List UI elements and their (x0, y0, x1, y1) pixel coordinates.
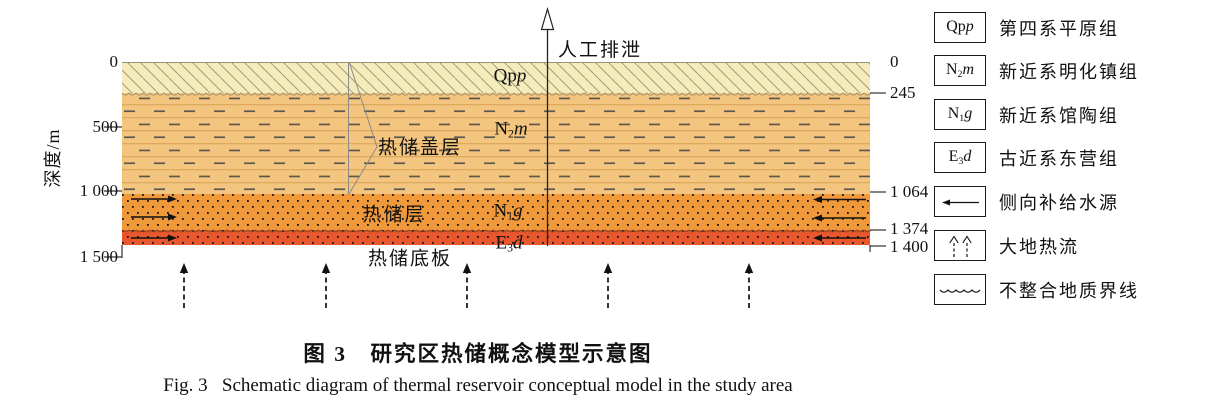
left-tick-0: 0 (109, 52, 119, 71)
left-tick-500: 500 (92, 117, 119, 136)
right-tick-245: 245 (890, 83, 916, 102)
label-e3d: E3d (495, 232, 523, 255)
legend-row-qpp: Qpp 第四系平原组 (934, 12, 1119, 43)
right-axis-ticks (869, 92, 886, 252)
left-arrow-icon (934, 186, 986, 217)
label-artificial-discharge: 人工排泄 (558, 40, 643, 61)
legend-label-heat-flow: 大地热流 (999, 236, 1079, 257)
right-tick-0: 0 (890, 52, 899, 71)
right-tick-1374: 1 374 (890, 219, 929, 238)
lateral-recharge-arrows-right (813, 196, 866, 242)
diagram-canvas (104, 6, 886, 308)
legend-symbol-n2m: N2m (934, 55, 986, 86)
legend-row-e3d: E3d 古近系东营组 (934, 142, 1119, 173)
legend-row-n1g: N1g 新近系馆陶组 (934, 99, 1119, 130)
legend-label-unconformity: 不整合地质界线 (999, 280, 1139, 301)
legend-label-n1g: 新近系馆陶组 (999, 105, 1119, 126)
label-reservoir: 热储层 (362, 204, 426, 226)
right-tick-1064: 1 064 (890, 182, 929, 201)
right-tick-1400: 1 400 (890, 237, 929, 256)
unconformity-boundary-top (121, 92, 872, 96)
legend-symbol-e3d: E3d (934, 142, 986, 173)
left-tick-1500: 1 500 (79, 247, 118, 266)
legend-symbol-qpp: Qpp (934, 12, 986, 43)
left-tick-1000: 1 000 (79, 181, 118, 200)
heat-flow-arrows (179, 263, 754, 308)
layer-e3d-basement (122, 230, 870, 245)
legend-label-e3d: 古近系东营组 (999, 148, 1119, 169)
depth-axis-label: 深度/m (43, 128, 63, 188)
caption-english: Fig. 3 Schematic diagram of thermal rese… (163, 375, 793, 396)
layer-n1g-reservoir (122, 194, 870, 230)
label-n1g: N1g (493, 200, 523, 223)
wavy-line-icon (934, 274, 986, 305)
dashed-up-arrows-icon (934, 230, 986, 261)
layer-qpp-quaternary (122, 62, 870, 93)
legend-row-lateral-recharge: 侧向补给水源 (934, 186, 1119, 217)
label-qpp: Qpp (493, 65, 527, 87)
legend-label-n2m: 新近系明化镇组 (999, 61, 1139, 82)
legend-row-heat-flow: 大地热流 (934, 230, 1079, 261)
label-caprock: 热储盖层 (377, 137, 463, 159)
legend-row-n2m: N2m 新近系明化镇组 (934, 55, 1139, 86)
caprock-profile-curve (348, 62, 378, 195)
lateral-recharge-arrows-left (131, 195, 177, 242)
caption-chinese: 图 3 研究区热储概念模型示意图 (303, 342, 653, 366)
left-axis-ticks (104, 126, 123, 258)
legend-label-qpp: 第四系平原组 (999, 18, 1119, 39)
label-n2m: N2m (494, 118, 528, 141)
unconformity-boundary-bottom (121, 229, 872, 233)
discharge-well-arrow (540, 6, 555, 246)
label-basement: 热储底板 (367, 248, 453, 270)
layer-n2m-caprock (122, 93, 870, 194)
legend-row-unconformity: 不整合地质界线 (934, 274, 1139, 305)
legend-symbol-n1g: N1g (934, 99, 986, 130)
legend-label-lateral-recharge: 侧向补给水源 (999, 192, 1119, 213)
